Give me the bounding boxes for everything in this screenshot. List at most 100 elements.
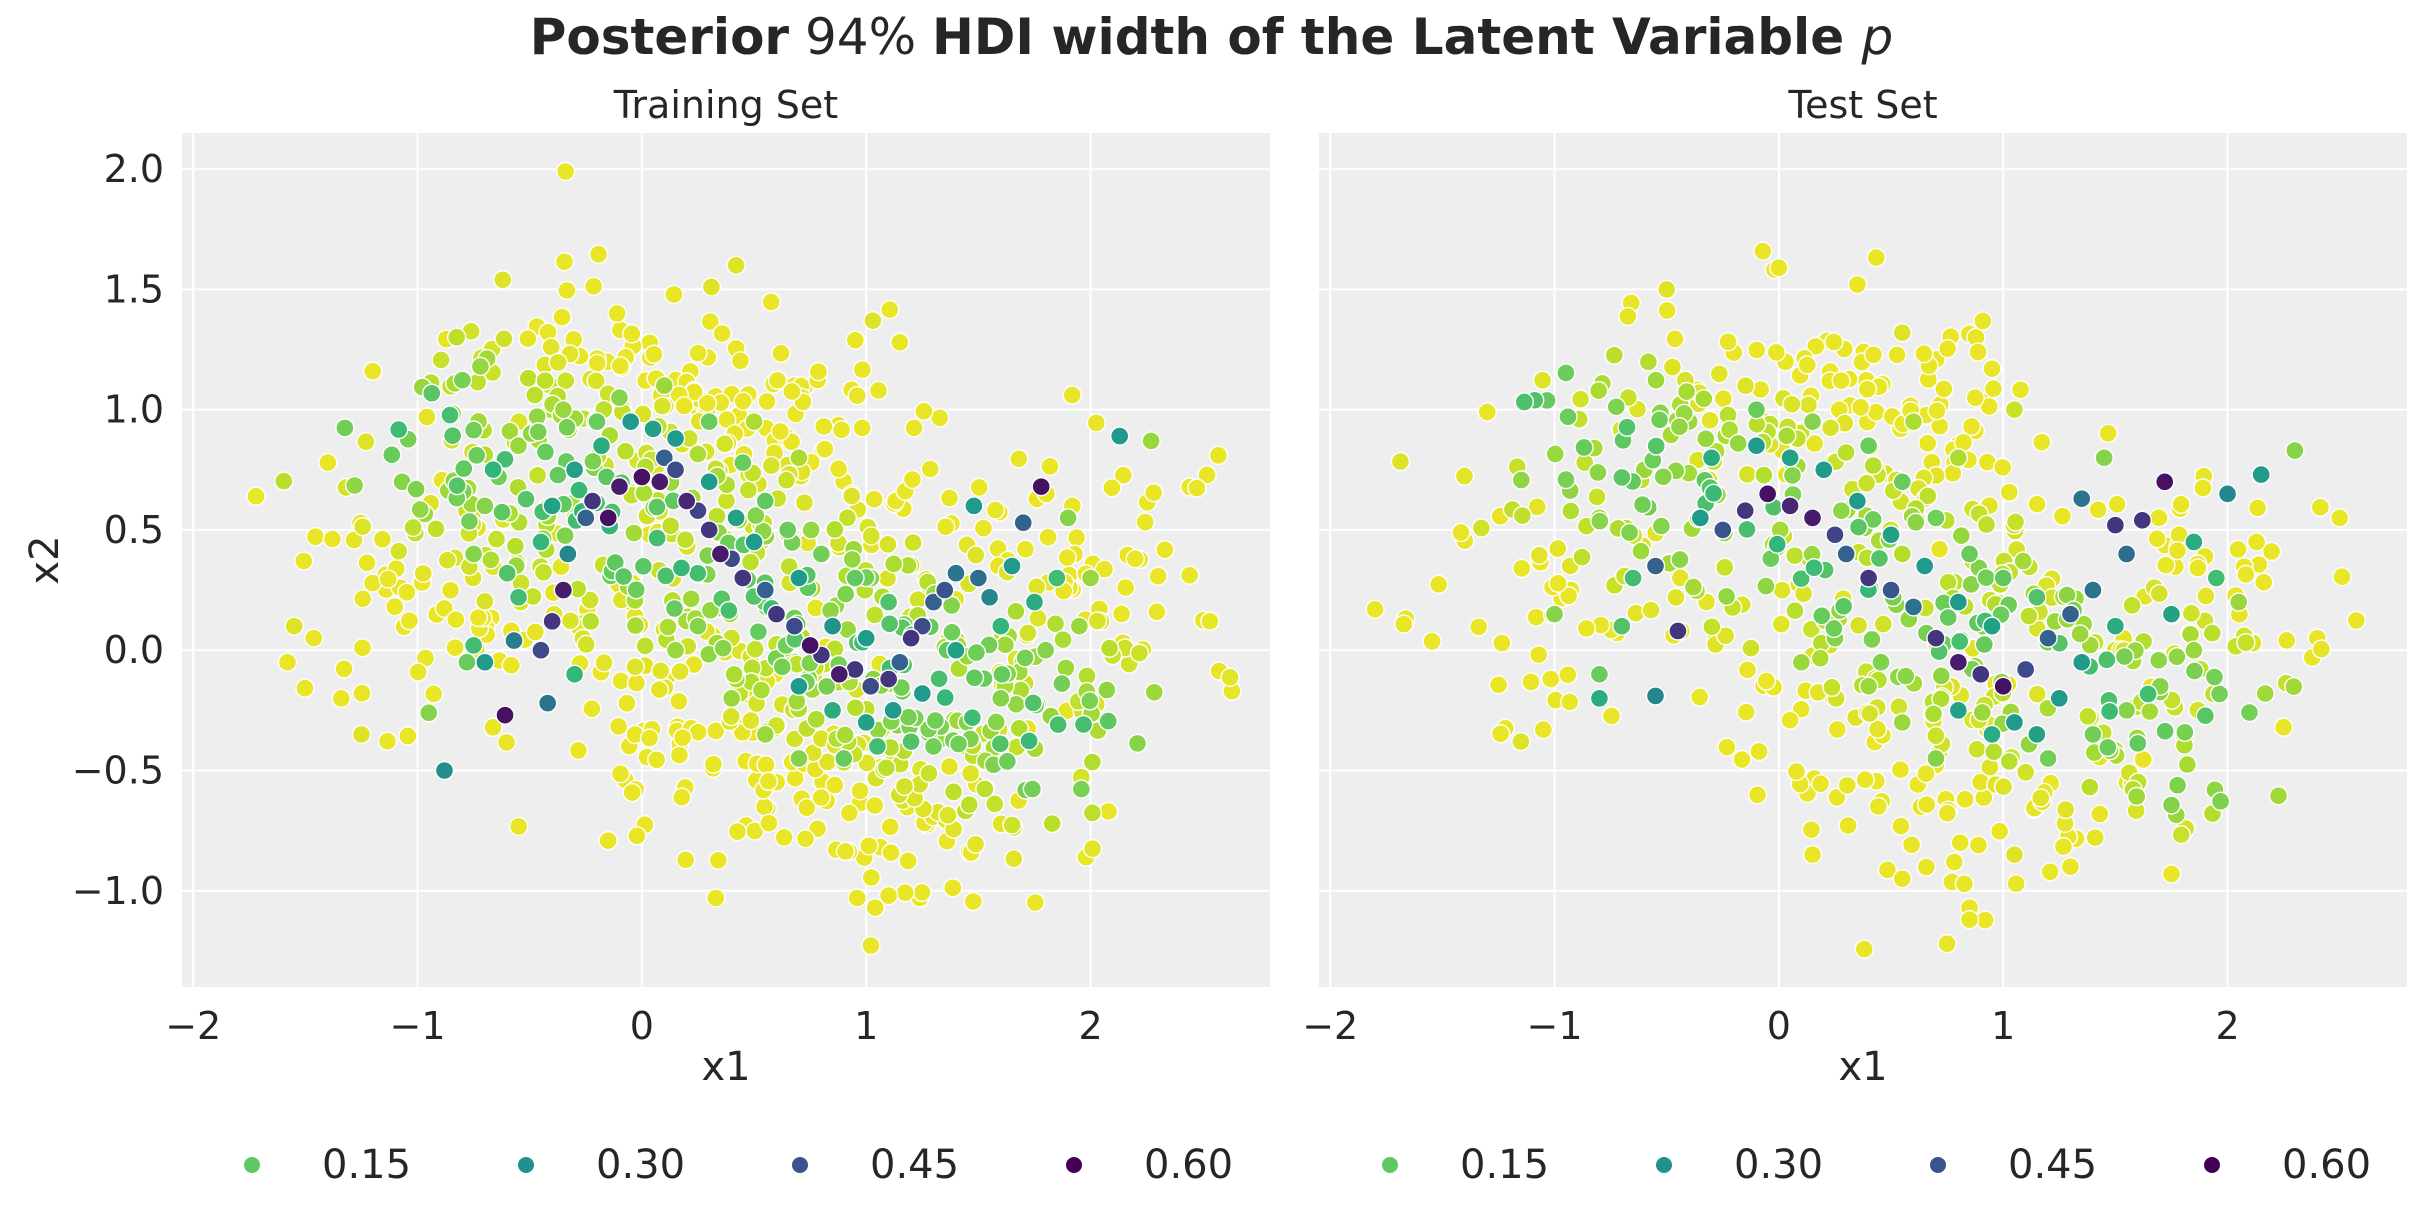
- scatter-point: [1572, 547, 1592, 567]
- legend-marker: [518, 1157, 534, 1173]
- scatter-point: [2284, 676, 2304, 697]
- scatter-point: [665, 640, 686, 660]
- x-tick-label: 2: [2215, 1004, 2239, 1048]
- scatter-point: [2085, 827, 2105, 848]
- scatter-point: [335, 418, 355, 438]
- scatter-point: [481, 550, 501, 570]
- scatter-point: [1135, 512, 1155, 532]
- scatter-point: [2255, 683, 2275, 704]
- scatter-point: [496, 732, 517, 753]
- scatter-point: [1058, 508, 1078, 528]
- scatter-point: [331, 688, 351, 709]
- scatter-point: [591, 436, 612, 456]
- scatter-point: [1863, 455, 1883, 476]
- scatter-point: [535, 442, 556, 462]
- scatter-point: [1144, 682, 1164, 702]
- scatter-point: [447, 475, 467, 496]
- scatter-point: [771, 343, 791, 363]
- scatter-point: [761, 455, 782, 476]
- scatter-point: [649, 679, 670, 700]
- scatter-point: [1394, 614, 1414, 634]
- scatter-point: [1948, 700, 1969, 721]
- scatter-point: [935, 580, 955, 600]
- x-tick-label: −1: [1527, 1004, 1583, 1048]
- scatter-point: [494, 329, 514, 349]
- scatter-point: [795, 829, 816, 849]
- scatter-point: [758, 771, 779, 792]
- x-tick-label: −2: [165, 1004, 221, 1048]
- scatter-point: [1492, 633, 1512, 653]
- scatter-point: [879, 614, 900, 634]
- scatter-point: [1838, 815, 1858, 836]
- scatter-point: [1115, 577, 1136, 598]
- scatter-point: [1780, 496, 1800, 516]
- scatter-point: [1847, 274, 1868, 295]
- scatter-point: [2167, 775, 2188, 795]
- scatter-point: [1756, 576, 1776, 596]
- scatter-point: [586, 371, 606, 391]
- scatter-point: [1948, 592, 1969, 612]
- scatter-point: [1976, 514, 1997, 535]
- scatter-point: [2116, 544, 2137, 564]
- scatter-point: [942, 622, 962, 642]
- scatter-point: [531, 532, 551, 552]
- scatter-point: [962, 707, 983, 728]
- scatter-point: [920, 459, 940, 479]
- scatter-point: [1769, 258, 1789, 278]
- scatter-point: [806, 709, 826, 730]
- scatter-point: [829, 664, 849, 684]
- scatter-point: [1937, 933, 1957, 954]
- scatter-point: [284, 616, 304, 636]
- scatter-point: [726, 255, 746, 276]
- scatter-point: [2268, 786, 2289, 806]
- scatter-point: [1490, 724, 1511, 744]
- scatter-point: [1989, 821, 2010, 842]
- scatter-point: [454, 458, 474, 479]
- scatter-point: [1802, 411, 1823, 432]
- scatter-point: [1857, 379, 1878, 399]
- scatter-point: [2171, 494, 2191, 514]
- scatter-point: [878, 534, 898, 555]
- scatter-point: [964, 496, 984, 516]
- scatter-point: [2098, 423, 2118, 444]
- scatter-point: [1961, 416, 1982, 437]
- scatter-point: [1937, 803, 1958, 823]
- scatter-point: [434, 598, 455, 619]
- scatter-point: [710, 544, 731, 564]
- scatter-point: [1737, 519, 1757, 540]
- scatter-point: [2070, 624, 2090, 644]
- scatter-point: [423, 684, 444, 704]
- scatter-point: [776, 470, 797, 490]
- scatter-point: [1048, 714, 1068, 735]
- scatter-point: [277, 652, 298, 672]
- scatter-point: [1931, 666, 1951, 686]
- scatter-point: [576, 634, 596, 655]
- scatter-point: [724, 664, 744, 685]
- scatter-point: [2052, 506, 2073, 526]
- scatter-point: [801, 520, 821, 540]
- scatter-point: [1948, 652, 1969, 672]
- scatter-point: [901, 628, 921, 648]
- legend-label: 0.30: [1734, 1142, 1823, 1188]
- scatter-point: [1071, 779, 1092, 799]
- scatter-point: [1993, 776, 2014, 797]
- scatter-point: [1791, 568, 1811, 589]
- scatter-point: [1035, 640, 1056, 660]
- scatter-point: [681, 589, 701, 609]
- scatter-point: [1836, 544, 1856, 564]
- scatter-point: [1718, 332, 1738, 352]
- scatter-point: [583, 451, 603, 472]
- scatter-point: [1806, 336, 1826, 357]
- scatter-point: [985, 500, 1006, 520]
- scatter-point: [305, 526, 326, 547]
- scatter-point: [1972, 702, 1992, 723]
- scatter-point: [789, 568, 809, 588]
- scatter-point: [715, 434, 735, 454]
- scatter-point: [2193, 478, 2213, 498]
- scatter-point: [748, 622, 769, 642]
- scatter-point: [1069, 616, 1090, 636]
- scatter-point: [419, 703, 439, 723]
- scatter-point: [1747, 340, 1767, 360]
- scatter-point: [904, 418, 924, 438]
- scatter-point: [901, 731, 921, 752]
